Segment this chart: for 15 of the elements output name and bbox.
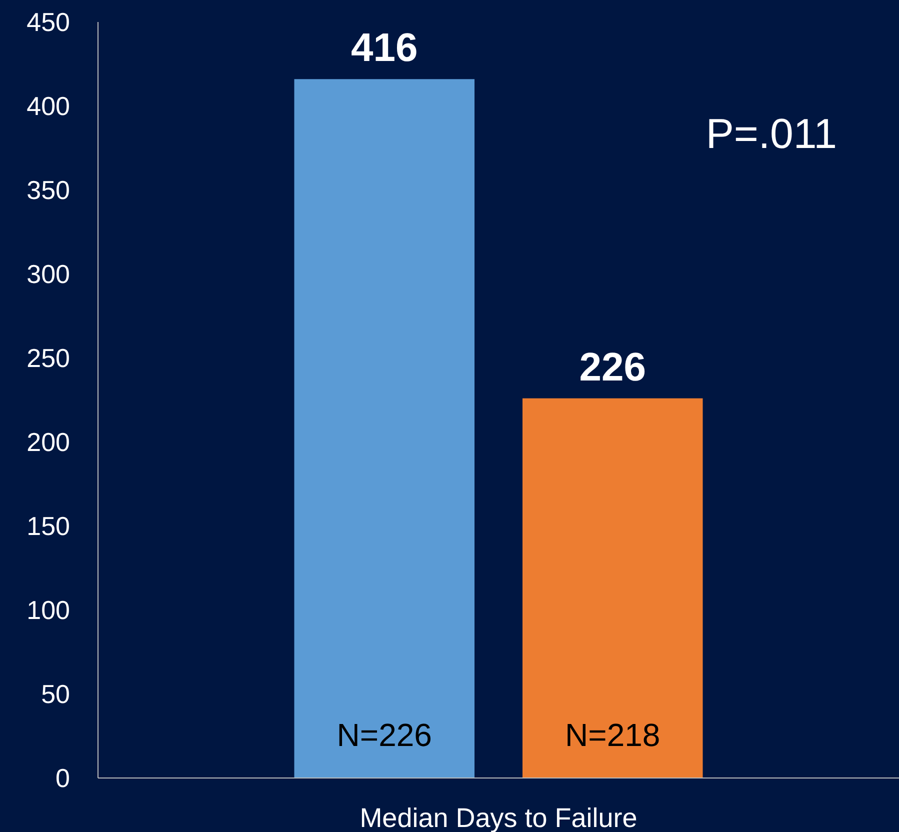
y-tick-label: 150 bbox=[26, 511, 70, 542]
y-tick-label: 250 bbox=[26, 343, 70, 374]
y-tick-label: 50 bbox=[41, 679, 70, 710]
annotation: N=218 bbox=[565, 717, 660, 753]
y-tick-label: 100 bbox=[26, 595, 70, 626]
y-tick-label: 350 bbox=[26, 175, 70, 206]
data-label: 226 bbox=[579, 345, 646, 390]
y-tick-label: 450 bbox=[26, 7, 70, 38]
annotation: N=226 bbox=[336, 717, 432, 753]
y-tick-label: 300 bbox=[26, 259, 70, 290]
y-tick-label: 0 bbox=[56, 763, 70, 794]
data-label: 416 bbox=[350, 26, 418, 70]
y-tick-label: 400 bbox=[26, 91, 70, 122]
annotation: P=.011 bbox=[706, 110, 837, 157]
y-tick-label: 200 bbox=[26, 427, 70, 458]
